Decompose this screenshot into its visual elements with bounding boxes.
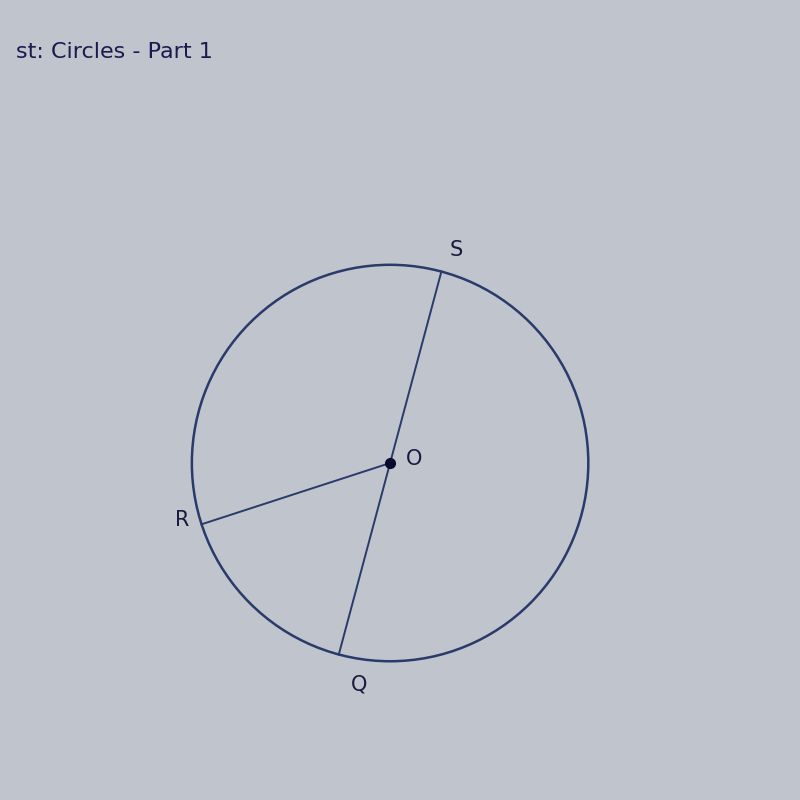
Text: S: S xyxy=(450,240,462,260)
Text: O: O xyxy=(406,449,422,469)
Text: R: R xyxy=(175,510,190,530)
Text: Q: Q xyxy=(350,674,367,694)
Text: st: Circles - Part 1: st: Circles - Part 1 xyxy=(16,42,213,62)
